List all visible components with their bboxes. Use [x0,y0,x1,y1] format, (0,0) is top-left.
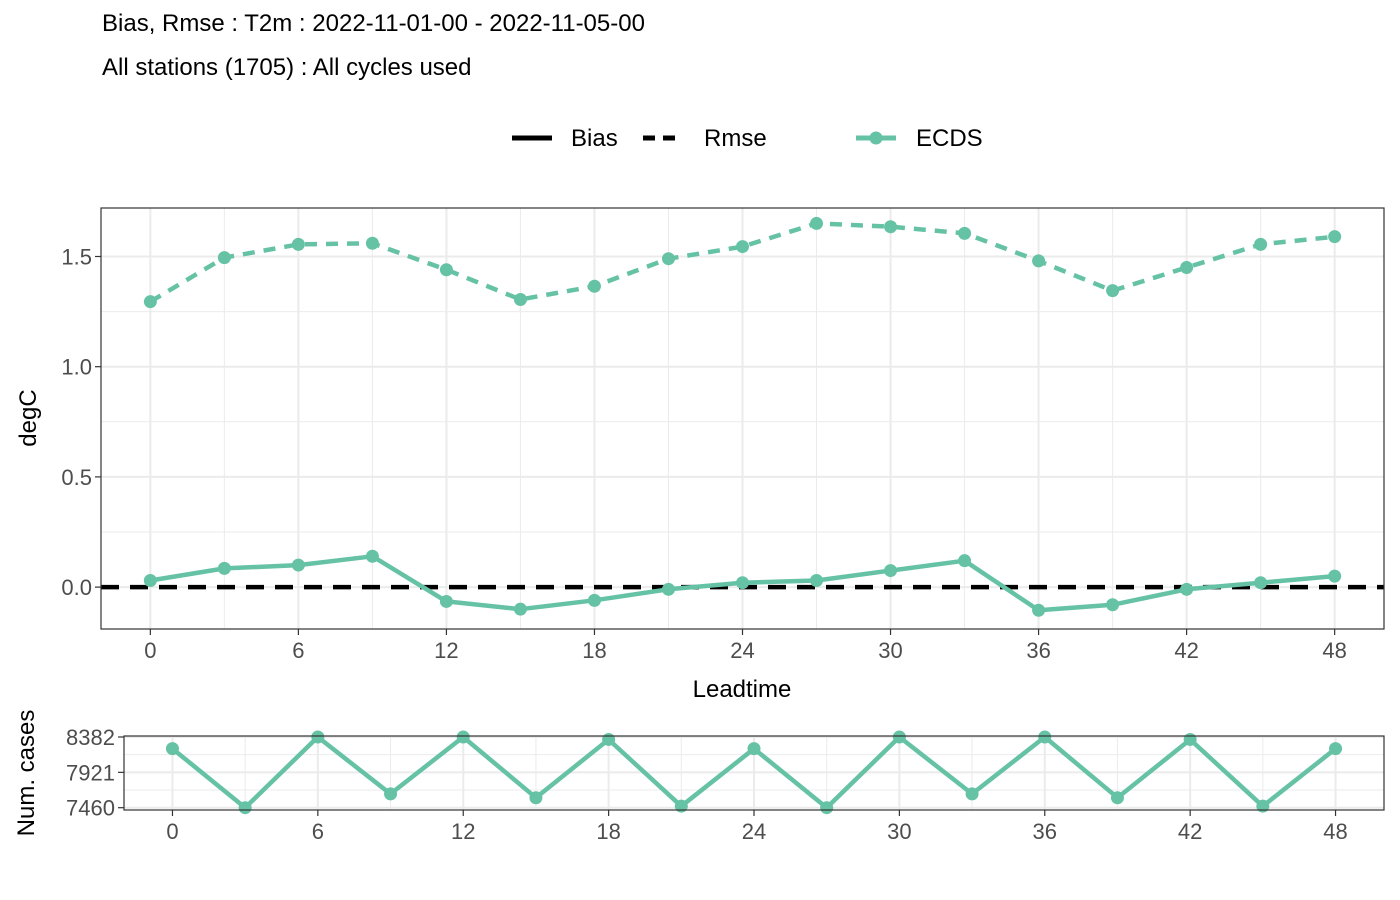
main-panel-axes: 0 6 12 18 24 30 36 42 48 0.0 0.5 1.0 1.5 [61,244,1346,663]
bias-point [810,574,824,588]
rmse-point [217,251,231,265]
rmse-point [810,216,824,230]
bias-point [1032,603,1046,617]
x-tick-label: 24 [730,638,754,663]
rmse-point [661,252,675,266]
main-panel-series [143,216,1342,617]
x-axis-title: Leadtime [693,676,792,703]
x-tick-label: 0 [144,638,156,663]
x-tick-label: 42 [1178,819,1202,844]
rmse-point [513,292,527,306]
chart-subtitle: All stations (1705) : All cycles used [102,54,472,81]
bias-point [1106,598,1120,612]
cases-point [1110,791,1124,805]
legend-ecds-marker [869,131,883,145]
y-tick-label: 7921 [66,760,115,785]
legend: Bias Rmse ECDS [512,125,983,152]
rmse-point [1254,237,1268,251]
x-tick-label: 6 [292,638,304,663]
cases-point [1038,730,1052,744]
x-tick-label: 42 [1174,638,1198,663]
bias-point [661,582,675,596]
cases-point [384,787,398,801]
bias-point [884,564,898,578]
rmse-series-line [149,221,1335,304]
rmse-point [736,240,749,254]
rmse-point [1032,254,1046,268]
cases-point [1183,732,1197,746]
y-tick-label: 0.5 [61,465,92,490]
cases-point [965,787,979,801]
rmse-point [587,279,601,293]
cases-point [892,730,906,744]
rmse-point [1180,261,1194,275]
legend-bias-label: Bias [571,125,618,152]
x-tick-label: 36 [1033,819,1057,844]
x-tick-label: 12 [451,819,475,844]
x-tick-label: 30 [887,819,911,844]
bias-point [1254,576,1268,590]
cases-point [747,742,761,756]
cases-point [529,791,543,805]
x-tick-label: 18 [596,819,620,844]
bias-point [291,558,305,572]
bias-point [1180,582,1194,596]
rmse-point [365,236,379,250]
cases-point [165,742,179,756]
chart-title: Bias, Rmse : T2m : 2022-11-01-00 - 2022-… [102,10,645,37]
bias-point [736,576,749,590]
x-tick-label: 30 [878,638,902,663]
bias-point [513,602,527,616]
cases-y-axis-title: Num. cases [13,710,40,837]
legend-ecds-label: ECDS [916,125,983,152]
x-tick-label: 48 [1322,638,1346,663]
cases-point [602,732,616,746]
cases-point [456,730,470,744]
rmse-point [143,295,157,309]
rmse-point [1328,230,1342,244]
bias-point [958,554,972,568]
x-tick-label: 18 [582,638,606,663]
x-tick-label: 48 [1323,819,1347,844]
rmse-point [439,263,453,277]
cases-point [311,730,325,744]
bias-point [217,561,231,575]
bias-point [439,594,453,608]
y-tick-label: 1.0 [61,355,92,380]
y-tick-label: 0.0 [61,575,92,600]
bias-point [587,593,601,607]
cases-point [238,801,252,815]
cases-point [1329,742,1343,756]
bias-point [1328,569,1342,583]
x-tick-label: 6 [312,819,324,844]
cases-point [820,801,834,815]
legend-rmse-label: Rmse [704,125,767,152]
cases-point [674,799,688,813]
bias-point [143,574,157,588]
bias-point [365,549,379,563]
rmse-point [958,226,972,240]
rmse-point [1106,284,1120,298]
y-tick-label: 1.5 [61,244,92,269]
rmse-point [884,220,898,234]
rmse-point [291,237,305,251]
x-tick-label: 0 [166,819,178,844]
cases-point [1256,799,1270,813]
y-axis-title: degC [15,389,42,446]
y-tick-label: 7460 [66,796,115,821]
x-tick-label: 36 [1026,638,1050,663]
x-tick-label: 12 [434,638,458,663]
x-tick-label: 24 [742,819,766,844]
cases-panel-axes: 0 6 12 18 24 30 36 42 48 7460 7921 8382 [66,725,1348,844]
y-tick-label: 8382 [66,725,115,750]
